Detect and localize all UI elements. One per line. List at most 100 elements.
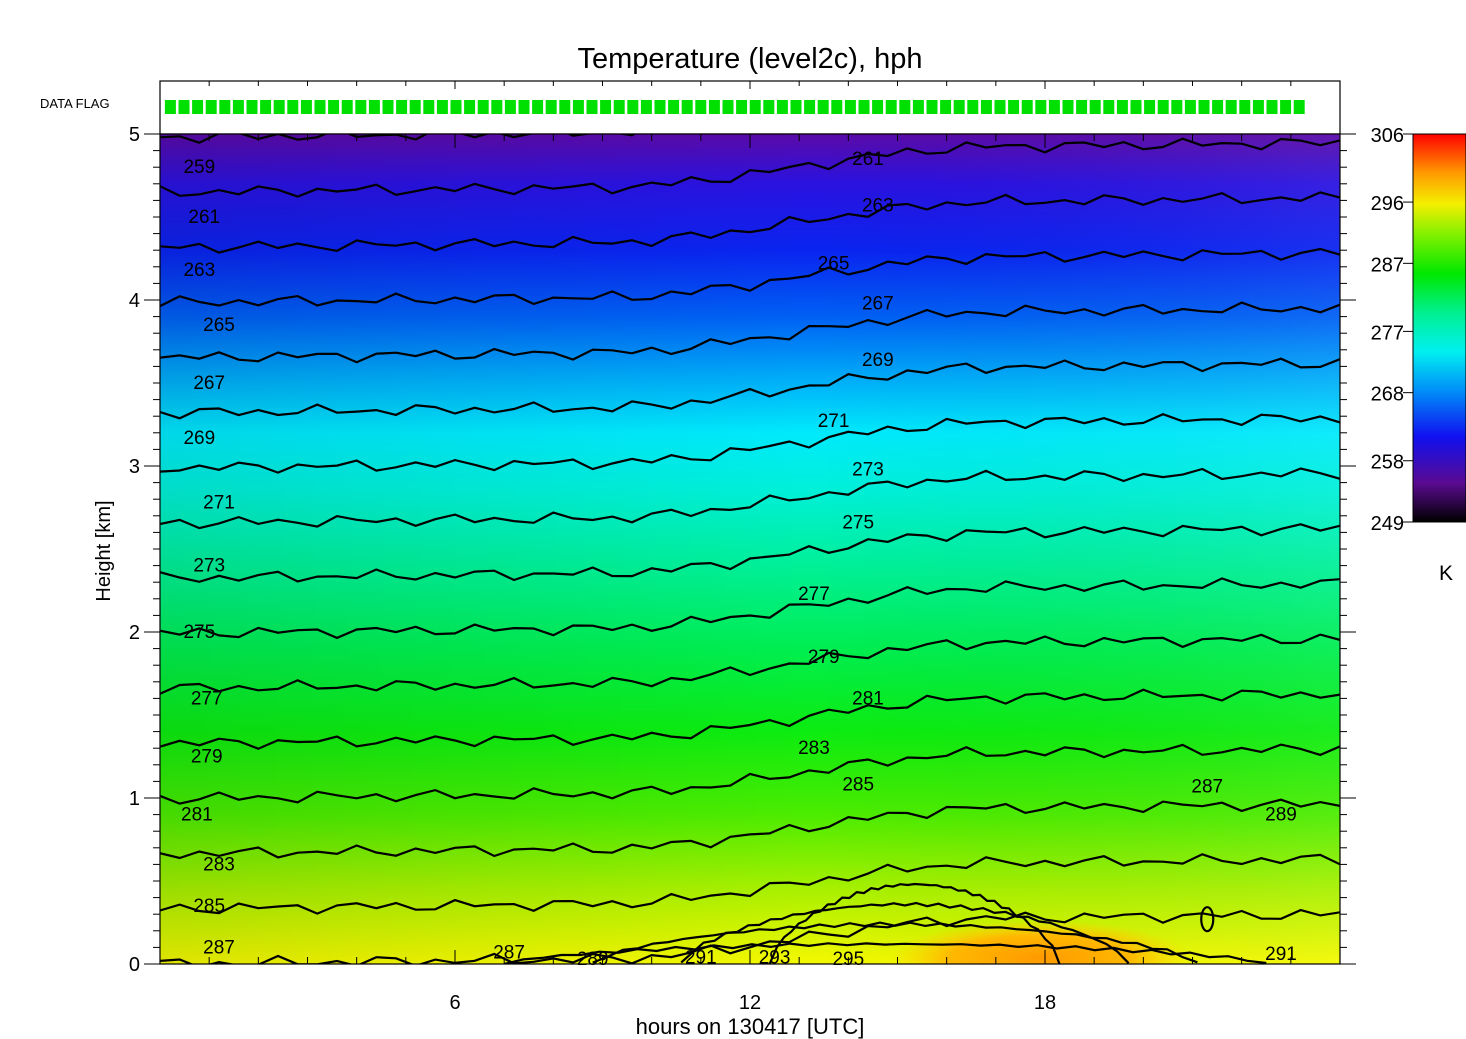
data-flag-marker: [219, 100, 231, 114]
x-tick-label: 12: [739, 992, 761, 1014]
data-flag-marker: [368, 100, 380, 114]
data-flag-marker: [328, 100, 340, 114]
data-flag-marker: [491, 100, 503, 114]
data-flag-marker: [396, 100, 408, 114]
data-flag-marker: [1252, 100, 1264, 114]
data-flag-marker: [640, 100, 652, 114]
contour-label: 275: [842, 512, 874, 533]
data-flag-marker: [260, 100, 272, 114]
data-flag-marker: [232, 100, 244, 114]
data-flag-marker: [940, 100, 952, 114]
data-flag-marker: [192, 100, 204, 114]
contour-label: 271: [818, 411, 850, 432]
contour-label: 291: [1265, 944, 1297, 965]
data-flag-marker: [980, 100, 992, 114]
contour-line-surface: [503, 942, 1267, 964]
data-flag-marker: [1184, 100, 1196, 114]
x-axis: 6 12 18: [208, 81, 1292, 1014]
contour-label: 281: [181, 805, 213, 826]
colorbar-tick-label: 249: [1371, 513, 1404, 535]
contour-line: [160, 743, 1340, 805]
data-flag-marker: [504, 100, 516, 114]
data-flag-marker: [1266, 100, 1278, 114]
data-flag-marker: [287, 100, 299, 114]
contour-line: [160, 523, 1340, 583]
contour-label: 269: [862, 350, 894, 371]
data-flag-marker: [1008, 100, 1020, 114]
contour-line: [160, 301, 1340, 364]
data-flag-marker: [967, 100, 979, 114]
data-flag-marker: [586, 100, 598, 114]
colorbar-unit: K: [1439, 562, 1453, 585]
contour-label: 277: [798, 584, 830, 605]
contour-line-surface: [592, 921, 1198, 964]
data-flag-marker: [314, 100, 326, 114]
contour-line: [160, 191, 1340, 254]
data-flag-marker: [273, 100, 285, 114]
contour-line: [160, 798, 1340, 860]
data-flag-marker: [423, 100, 435, 114]
data-flag-marker: [545, 100, 557, 114]
contour-label: 279: [191, 747, 223, 768]
contour-label: 261: [852, 149, 884, 170]
contour-label: 265: [818, 253, 850, 274]
contour-label: 263: [183, 260, 215, 281]
contour-line: [160, 467, 1340, 530]
contour-line-surface: [768, 882, 1061, 964]
colorbar-ramp: [1412, 133, 1466, 523]
colorbar-tick-label: 258: [1371, 452, 1404, 474]
colorbar-tick-label: 296: [1371, 193, 1404, 215]
data-flag-marker: [872, 100, 884, 114]
contour-label: 269: [183, 428, 215, 449]
contour-label: 293: [759, 947, 791, 968]
data-flag-marker: [627, 100, 639, 114]
data-flag-marker: [994, 100, 1006, 114]
data-flag-marker: [518, 100, 530, 114]
data-flag-marker: [858, 100, 870, 114]
data-flag-marker: [1239, 100, 1251, 114]
data-flag-marker: [926, 100, 938, 114]
data-flag-marker: [1021, 100, 1033, 114]
y-tick-label: 4: [129, 290, 140, 312]
data-flag-marker: [708, 100, 720, 114]
contour-label: 273: [193, 556, 225, 577]
data-flag-marker: [464, 100, 476, 114]
data-flag-marker: [844, 100, 856, 114]
data-flag-marker: [736, 100, 748, 114]
contour-label: 283: [203, 854, 235, 875]
data-flag-marker: [178, 100, 190, 114]
data-flag-marker: [817, 100, 829, 114]
data-flag-marker: [532, 100, 544, 114]
x-axis-label: hours on 130417 [UTC]: [636, 1014, 865, 1039]
contour-label: 271: [203, 493, 235, 514]
contour-label: 267: [193, 373, 225, 394]
contour-labels: 259 261 263 265 267 269 271 273 275 277 279 281 283 2…: [181, 149, 1297, 970]
data-flag-marker: [1089, 100, 1101, 114]
data-flag-marker: [300, 100, 312, 114]
data-flag-marker: [409, 100, 421, 114]
data-flag-panel: DATA FLAG: [40, 80, 1341, 135]
contour-label: 261: [188, 207, 220, 228]
contour-line: [160, 853, 1340, 915]
data-flag-marker: [763, 100, 775, 114]
data-flag-marker: [1035, 100, 1047, 114]
data-flag-marker: [1103, 100, 1115, 114]
data-flag-marker: [341, 100, 353, 114]
contour-line: [160, 908, 1340, 964]
colorbar-ticks: 249 258 268 277 287 296 306: [1371, 125, 1413, 535]
contour-line: [160, 577, 1340, 640]
data-flag-marker: [382, 100, 394, 114]
contour-line: [160, 413, 1340, 474]
contour-label: 267: [862, 293, 894, 314]
contour-label: 289: [577, 949, 609, 970]
chart-title: Temperature (level2c), hph: [578, 43, 923, 75]
data-flag-marker: [953, 100, 965, 114]
contour-line: [160, 688, 1340, 750]
data-flag-marker: [1116, 100, 1128, 114]
x-tick-label: 6: [449, 992, 460, 1014]
data-flag-marker: [899, 100, 911, 114]
data-flag-marker: [355, 100, 367, 114]
data-flag-markers: [164, 100, 1305, 114]
contour-label: 285: [193, 896, 225, 917]
data-flag-marker: [1076, 100, 1088, 114]
